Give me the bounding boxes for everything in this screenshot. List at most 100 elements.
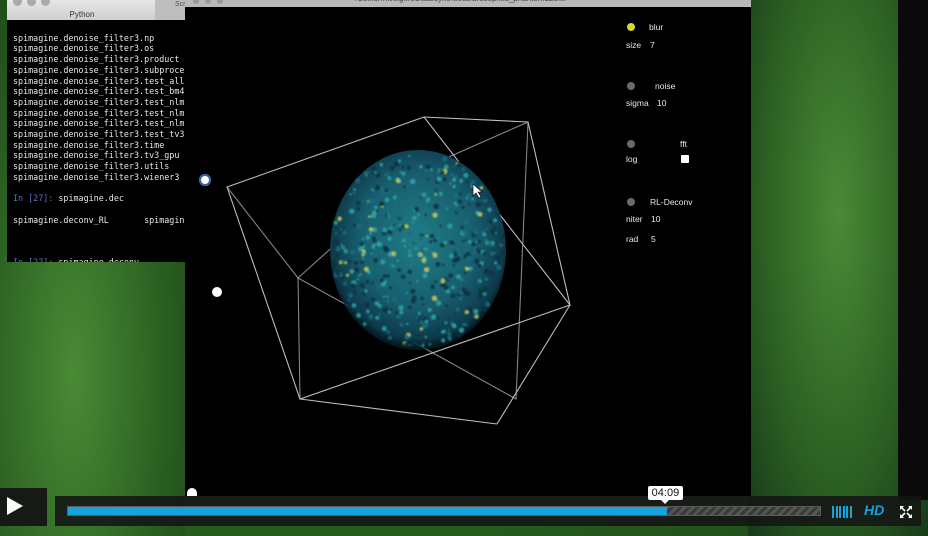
texture-speckle — [422, 193, 427, 198]
texture-speckle — [490, 229, 495, 234]
texture-speckle — [371, 166, 376, 171]
texture-speckle — [422, 304, 424, 306]
hd-toggle[interactable]: HD — [864, 502, 884, 518]
texture-speckle — [489, 271, 495, 277]
terminal-titlebar[interactable]: Python Scr — [7, 0, 185, 20]
texture-speckle — [382, 228, 387, 233]
texture-speckle — [478, 212, 483, 217]
texture-speckle — [416, 280, 418, 282]
texture-speckle — [344, 261, 347, 264]
texture-speckle — [396, 179, 401, 184]
texture-speckle — [456, 274, 461, 279]
progress-played — [68, 507, 667, 515]
play-button[interactable] — [0, 488, 47, 526]
time-tooltip: 04:09 — [648, 486, 684, 500]
completion-list: spimagine.denoise_filter3.np spimagine.de… — [13, 33, 185, 183]
texture-speckle — [437, 171, 439, 173]
log-checkbox[interactable] — [681, 155, 689, 163]
sigma-value[interactable]: 10 — [657, 98, 666, 108]
close-window-icon[interactable] — [13, 0, 22, 6]
progress-bar[interactable] — [67, 506, 821, 516]
noise-indicator[interactable] — [627, 82, 635, 90]
niter-value[interactable]: 10 — [651, 214, 660, 224]
texture-speckle — [495, 232, 497, 234]
texture-speckle — [392, 297, 397, 302]
fft-indicator[interactable] — [627, 140, 635, 148]
texture-speckle — [388, 239, 391, 242]
texture-speckle — [383, 274, 386, 277]
texture-speckle — [410, 179, 415, 184]
texture-speckle — [408, 306, 411, 309]
texture-speckle — [387, 209, 391, 213]
texture-speckle — [465, 267, 468, 270]
texture-speckle — [456, 308, 460, 312]
texture-speckle — [459, 328, 464, 333]
terminal-tab-secondary[interactable]: Scr — [155, 0, 185, 20]
volume-render-canvas[interactable] — [185, 0, 751, 496]
texture-speckle — [417, 213, 420, 216]
texture-speckle — [334, 239, 339, 244]
rl-deconv-label: RL-Deconv — [650, 197, 693, 207]
texture-speckle — [425, 248, 428, 251]
texture-speckle — [395, 311, 398, 314]
terminal-window[interactable]: Python Scr spimagine.denoise_filter3.np s… — [7, 0, 185, 262]
slider-handle-top[interactable] — [199, 174, 211, 186]
texture-speckle — [501, 250, 505, 254]
texture-speckle — [483, 287, 487, 291]
blur-indicator[interactable] — [627, 23, 635, 31]
terminal-tab-python[interactable]: Python — [37, 10, 127, 19]
texture-speckle — [412, 221, 414, 223]
texture-speckle — [447, 224, 452, 229]
rad-label: rad — [626, 234, 638, 244]
minimize-window-icon[interactable] — [27, 0, 36, 6]
texture-speckle — [412, 216, 417, 221]
fft-label: fft — [680, 139, 687, 149]
texture-speckle — [370, 199, 375, 204]
texture-speckle — [418, 317, 420, 319]
texture-speckle — [426, 235, 428, 237]
texture-speckle — [426, 324, 429, 327]
zoom-window-icon[interactable] — [41, 0, 50, 6]
texture-speckle — [418, 334, 420, 336]
texture-speckle — [431, 314, 436, 319]
texture-speckle — [418, 190, 422, 194]
texture-speckle — [409, 282, 411, 284]
completion-item: spimagine.denoise_filter3.np — [13, 33, 185, 44]
texture-speckle — [458, 296, 462, 300]
texture-speckle — [393, 224, 395, 226]
texture-speckle — [401, 275, 405, 279]
texture-speckle — [386, 299, 390, 303]
texture-speckle — [461, 206, 464, 209]
texture-speckle — [407, 231, 412, 236]
terminal-output[interactable]: spimagine.denoise_filter3.np spimagine.de… — [7, 20, 185, 262]
terminal-prompt: In [27]: — [13, 193, 53, 203]
texture-speckle — [386, 274, 389, 277]
fullscreen-icon[interactable] — [899, 505, 913, 519]
texture-speckle — [451, 286, 455, 290]
texture-speckle — [336, 272, 340, 276]
texture-speckle — [403, 342, 408, 347]
size-value[interactable]: 7 — [650, 40, 655, 50]
texture-speckle — [411, 340, 416, 345]
volume-viewer-window[interactable]: /Users/mweigert/Data/synthetics/drosophi… — [185, 0, 751, 496]
texture-speckle — [447, 332, 451, 336]
rl-deconv-indicator[interactable] — [627, 198, 635, 206]
rad-value[interactable]: 5 — [651, 234, 656, 244]
texture-speckle — [425, 320, 429, 324]
texture-speckle — [396, 315, 401, 320]
texture-speckle — [376, 173, 381, 178]
texture-speckle — [448, 273, 453, 278]
texture-speckle — [398, 286, 400, 288]
texture-speckle — [362, 285, 365, 288]
slider-handle-bottom[interactable] — [187, 488, 197, 496]
texture-speckle — [424, 169, 428, 173]
texture-speckle — [334, 221, 338, 225]
volume-icon[interactable] — [832, 505, 853, 523]
texture-speckle — [379, 272, 382, 275]
texture-speckle — [381, 282, 386, 287]
texture-speckle — [421, 250, 423, 252]
slider-handle-middle[interactable] — [212, 287, 222, 297]
texture-speckle — [462, 230, 465, 233]
texture-speckle — [414, 237, 416, 239]
texture-speckle — [362, 292, 365, 295]
